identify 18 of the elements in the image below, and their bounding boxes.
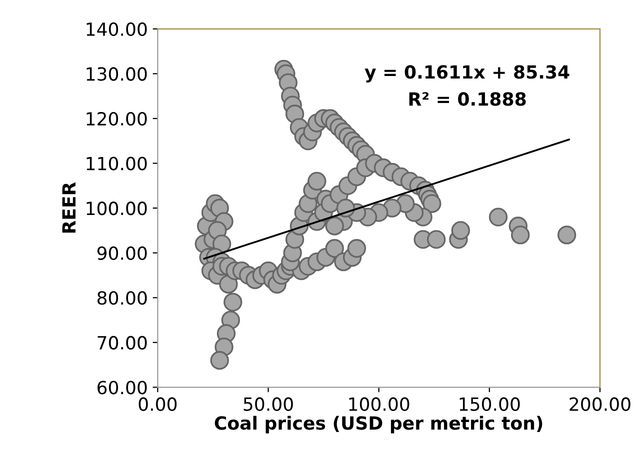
y-tick-label: 120.00 [86,112,147,126]
annotation: R² = 0.1888 [409,92,526,106]
y-tick-label: 80.00 [98,291,147,305]
x-tick-label: 150.00 [460,397,520,411]
x-tick-label: 200.00 [570,397,630,411]
y-tick-label: 70.00 [98,336,147,350]
y-tick-label: 60.00 [98,380,147,394]
y-tick-label: 90.00 [97,246,147,260]
y-tick-label: 130.00 [86,67,147,81]
y-axis-title: REER [62,182,76,233]
y-tick-label: 140.00 [86,22,147,36]
x-tick-label: 0.00 [138,397,177,411]
y-tick-label: 100.00 [86,202,147,216]
x-tick-label: 50.00 [244,397,293,411]
y-tick-label: 110.00 [86,156,147,170]
annotation: y = 0.1611x + 85.34 [364,65,570,82]
x-axis-title: Coal prices (USD per metric ton) [214,416,542,434]
x-tick-label: 100.00 [349,397,410,411]
